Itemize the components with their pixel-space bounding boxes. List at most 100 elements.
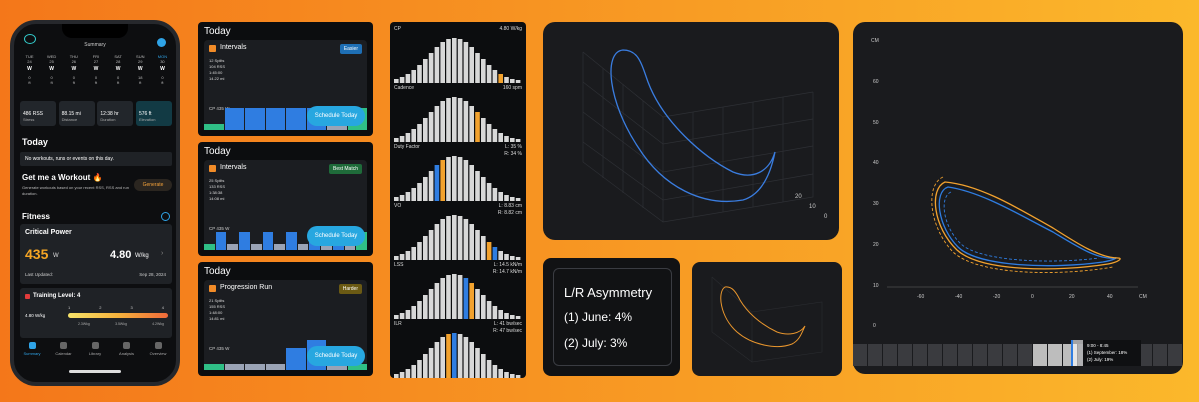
timeline-segment[interactable] — [1018, 344, 1032, 366]
workout-stat: 104 RSS — [209, 64, 226, 69]
stat-tile[interactable]: 576 ft Elevation — [135, 101, 172, 126]
timeline-segment[interactable] — [958, 344, 972, 366]
info-icon[interactable] — [161, 212, 170, 221]
workout-bar — [286, 348, 306, 370]
histogram-bar — [510, 138, 515, 142]
workout-name: Intervals — [220, 44, 247, 51]
workout-bar — [265, 364, 285, 370]
stat-tile[interactable]: 486 RSS Stress — [20, 101, 56, 126]
3d-loop-small-panel — [692, 262, 842, 376]
day-value: 0 — [50, 75, 53, 80]
histogram-bar — [417, 242, 422, 260]
timeline-segment[interactable] — [1138, 344, 1152, 366]
timeline-segment[interactable] — [988, 344, 1002, 366]
timeline-segment[interactable] — [853, 344, 867, 366]
workout-stat: 12 Splits — [209, 58, 225, 63]
stat-tile[interactable]: 12:38 hr Duration — [97, 101, 134, 126]
training-level-card[interactable]: Training Level: 4 4.80 W/kg 1 2 3 4 2.3Wkg 3… — [20, 288, 172, 338]
timeline-segment[interactable] — [1003, 344, 1017, 366]
tooltip-line1: (1) September: 18% — [1087, 350, 1128, 355]
histogram-bar — [469, 106, 474, 142]
timeline-segment[interactable] — [943, 344, 957, 366]
day-column[interactable]: WED 25 W 0 ft — [42, 54, 61, 85]
y-tick: 50 — [873, 119, 879, 126]
workout-bar — [321, 244, 332, 250]
workout-bar — [245, 108, 265, 130]
timeline-segment[interactable] — [883, 344, 897, 366]
timeline-segment[interactable] — [868, 344, 882, 366]
histogram-bar — [504, 372, 509, 378]
histogram-bar — [457, 216, 463, 260]
workout-card[interactable]: Today Progression Run Harder 21 Splits 155 R… — [198, 262, 373, 376]
stat-tile[interactable]: 88.15 mi Distance — [58, 101, 95, 126]
day-name: TUE — [25, 54, 34, 59]
histogram-bar — [440, 278, 445, 319]
metric-value-2: R: 47 bw/sec — [493, 328, 522, 334]
histogram-bar — [498, 133, 503, 142]
day-column[interactable]: THU 26 W 0 ft — [64, 54, 83, 85]
histogram-bar — [446, 216, 451, 260]
day-letter: W — [93, 66, 99, 72]
day-column[interactable]: MON 30 W 0 ft — [153, 54, 172, 85]
timeline-segment[interactable] — [973, 344, 987, 366]
timeline-segment[interactable] — [913, 344, 927, 366]
histogram-bar — [469, 342, 474, 378]
schedule-today-button[interactable]: Schedule Today — [307, 226, 365, 246]
gear-icon[interactable] — [157, 38, 166, 47]
tl-sub-label: 3.5Wkg — [115, 322, 127, 326]
today-label: Today — [204, 146, 231, 157]
histogram-bar — [405, 369, 411, 378]
day-name: SUN — [136, 54, 145, 59]
workout-bar — [204, 364, 224, 370]
schedule-today-button[interactable]: Schedule Today — [307, 106, 365, 126]
day-column[interactable]: FRI 27 W 0 ft — [86, 54, 105, 85]
tab-overview[interactable]: Overview — [144, 342, 172, 356]
metric-values: 4.80 W/kg — [499, 26, 522, 33]
workout-bar — [286, 108, 306, 130]
day-column[interactable]: SAT 28 W 0 ft — [109, 54, 128, 85]
timeline-segment[interactable] — [1168, 344, 1182, 366]
schedule-today-button[interactable]: Schedule Today — [307, 346, 365, 366]
day-letter: W — [49, 66, 55, 72]
timeline-segment[interactable] — [898, 344, 912, 366]
generate-button[interactable]: Generate — [134, 179, 172, 191]
histogram-cadence: Cadence 160 spm — [394, 85, 522, 142]
timeline-tooltip: 9:00 - 8:45 (1) September: 18% (2) July:… — [1083, 340, 1141, 366]
histogram-bar — [423, 354, 428, 378]
tab-analysis[interactable]: Analysis — [113, 342, 141, 356]
workout-stat: 1:48:00 — [209, 310, 223, 315]
tab-label: Analysis — [119, 351, 134, 356]
histogram-bar — [423, 236, 428, 260]
metric-label: VO — [394, 203, 402, 209]
histogram-bar — [504, 136, 509, 142]
workout-card[interactable]: Today Intervals Best Match 25 Splits 133 RSS… — [198, 142, 373, 256]
histogram-bar — [434, 224, 440, 260]
workout-card[interactable]: Today Intervals Easier 12 Splits 104 RSS 1:45… — [198, 22, 373, 136]
histogram-bar — [434, 165, 440, 201]
series-2-dashed — [931, 176, 1114, 273]
x-tick: 0 — [1031, 294, 1034, 300]
histogram-bar — [428, 112, 434, 142]
cp-wkg-unit: W/kg — [135, 253, 149, 259]
tab-library[interactable]: Library — [81, 342, 109, 356]
histogram-bar — [434, 106, 440, 142]
x-tick: 40 — [1107, 294, 1113, 300]
difficulty-badge: Best Match — [328, 164, 362, 174]
critical-power-card[interactable]: Critical Power 435 W 4.80 W/kg › Last Up… — [20, 224, 172, 284]
tab-calendar[interactable]: Calendar — [50, 342, 78, 356]
timeline-segment[interactable] — [928, 344, 942, 366]
timeline-segment[interactable] — [1048, 344, 1062, 366]
timeline-segment[interactable] — [1153, 344, 1167, 366]
histogram-bars — [394, 156, 521, 201]
tab-summary[interactable]: Summary — [18, 342, 46, 356]
workout-bar — [215, 232, 227, 250]
day-column[interactable]: TUE 24 W 0 ft — [20, 54, 39, 85]
histogram-bar — [417, 301, 422, 319]
day-column[interactable]: SUN 29 W 18 ft — [131, 54, 150, 85]
cp-value: 435 — [25, 246, 49, 262]
day-date: 29 — [138, 59, 143, 64]
histogram-bar — [486, 360, 492, 378]
timeline-segment[interactable] — [1033, 344, 1047, 366]
histogram-bar — [463, 337, 469, 378]
histogram-bar — [469, 283, 474, 319]
